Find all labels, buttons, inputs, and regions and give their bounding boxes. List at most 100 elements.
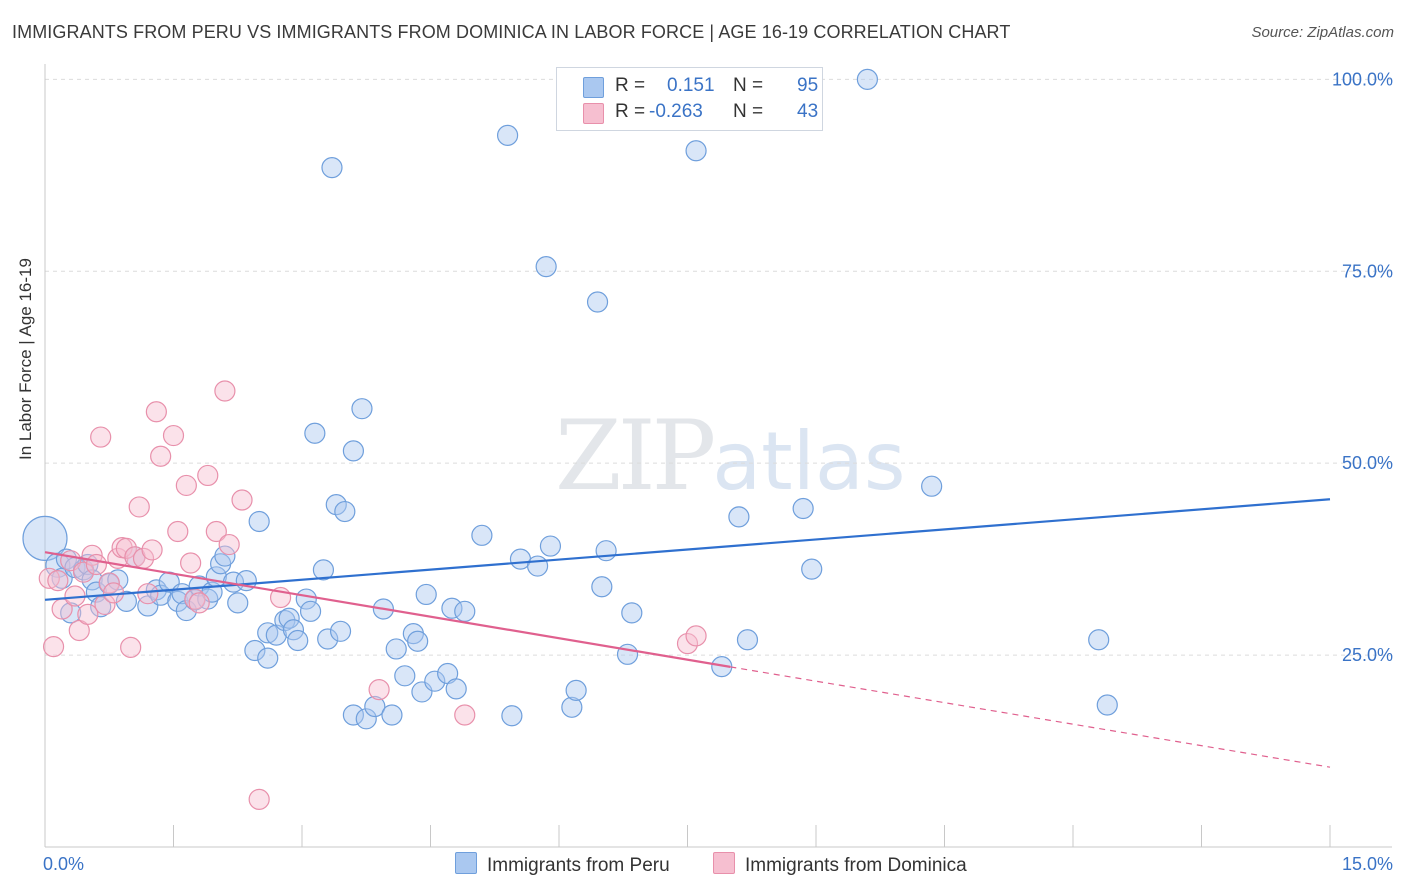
data-point-peru	[282, 619, 305, 641]
data-point-dominica	[218, 533, 240, 556]
data-point-dominica	[141, 539, 163, 561]
data-point-peru	[317, 628, 339, 650]
data-point-peru	[621, 602, 643, 624]
data-point-peru	[728, 506, 750, 528]
data-point-peru	[856, 68, 879, 90]
bottom-legend-dominica: Immigrants from Dominica	[713, 852, 967, 877]
data-point-dominica	[120, 636, 142, 659]
data-point-peru	[497, 124, 519, 146]
data-point-peru	[501, 705, 523, 727]
data-point-peru	[394, 665, 416, 687]
data-point-peru	[257, 622, 279, 644]
data-point-dominica	[90, 426, 112, 448]
data-point-peru	[342, 704, 364, 726]
data-point-peru	[227, 592, 249, 614]
data-point-peru	[299, 600, 322, 622]
bottom-legend-swatch-dominica	[713, 852, 735, 874]
data-point-peru	[616, 643, 639, 665]
data-point-dominica	[175, 474, 197, 497]
data-point-peru	[595, 540, 617, 562]
data-point-peru	[329, 620, 352, 642]
data-point-peru	[287, 629, 309, 652]
legend-swatch-dominica	[583, 103, 604, 124]
data-point-peru	[586, 291, 609, 313]
data-point-peru	[445, 678, 467, 700]
data-point-dominica	[167, 520, 189, 543]
data-point-dominica	[188, 592, 210, 614]
data-point-peru	[115, 590, 137, 612]
data-point-peru	[334, 500, 356, 523]
data-point-peru	[342, 440, 364, 462]
data-point-dominica	[214, 380, 236, 402]
data-point-peru	[385, 638, 407, 660]
data-point-peru	[441, 597, 463, 619]
y-axis-label: In Labor Force | Age 16-19	[16, 258, 35, 460]
data-point-peru	[244, 639, 266, 662]
trend-line-peru	[44, 498, 1331, 601]
bottom-legend-peru: Immigrants from Peru	[455, 852, 670, 877]
trend-line-dominica	[44, 551, 731, 668]
data-point-dominica	[231, 489, 253, 511]
data-point-dominica	[368, 679, 390, 701]
data-point-peru	[351, 398, 373, 420]
watermark: ZIPatlas	[555, 400, 906, 512]
data-point-peru	[257, 647, 279, 669]
data-point-peru	[471, 524, 493, 546]
chart-title: IMMIGRANTS FROM PERU VS IMMIGRANTS FROM …	[12, 22, 1011, 42]
data-point-peru	[565, 679, 587, 702]
legend-n-value-peru: 95	[797, 75, 819, 96]
data-point-peru	[22, 515, 68, 562]
legend-r-label: R =	[615, 75, 646, 96]
x-tick-label-max: 15.0%	[1342, 854, 1393, 874]
data-point-peru	[736, 629, 759, 651]
data-point-peru	[526, 555, 549, 577]
source-credit: Source: ZipAtlas.com	[1251, 24, 1394, 41]
data-point-peru	[364, 695, 386, 718]
data-point-peru	[801, 558, 823, 580]
data-point-peru	[424, 670, 446, 692]
data-point-peru	[248, 510, 270, 533]
data-point-dominica	[685, 625, 707, 647]
data-point-dominica	[150, 445, 172, 467]
legend-swatch-peru	[583, 77, 604, 98]
data-point-dominica	[72, 561, 95, 583]
data-point-dominica	[47, 570, 69, 592]
data-point-dominica	[42, 636, 65, 658]
data-point-peru	[321, 157, 343, 179]
data-point-dominica	[137, 583, 159, 605]
data-point-peru	[175, 599, 197, 622]
data-point-peru	[792, 497, 814, 520]
bottom-legend-label-peru: Immigrants from Peru	[487, 855, 670, 876]
data-point-peru	[1096, 694, 1118, 716]
data-point-dominica	[145, 401, 167, 423]
data-point-dominica	[676, 632, 699, 655]
data-point-peru	[415, 583, 437, 606]
data-point-dominica	[162, 424, 185, 447]
data-point-peru	[407, 630, 429, 652]
y-tick-label: 75.0%	[1342, 261, 1393, 281]
legend-n-label: N =	[733, 101, 764, 122]
watermark-zip: ZIP	[555, 400, 716, 512]
data-point-dominica	[85, 553, 108, 576]
data-point-dominica	[128, 496, 150, 518]
data-point-dominica	[205, 520, 227, 543]
data-point-peru	[1088, 629, 1110, 651]
x-tick-label-min: 0.0%	[43, 854, 84, 874]
data-point-peru	[539, 535, 562, 557]
data-point-peru	[278, 607, 300, 629]
correlation-legend: R = 0.151 N = 95 R = -0.263 N = 43	[556, 67, 823, 131]
bottom-legend-label-dominica: Immigrants from Dominica	[745, 855, 967, 876]
data-point-peru	[214, 545, 236, 567]
data-point-dominica	[115, 537, 137, 559]
data-point-peru	[454, 600, 476, 622]
data-point-dominica	[454, 704, 476, 726]
data-point-peru	[312, 559, 335, 581]
trend-line-dashed-dominica	[730, 666, 1331, 768]
bottom-legend-swatch-peru	[455, 852, 477, 874]
data-point-peru	[535, 256, 557, 278]
data-point-peru	[304, 422, 326, 444]
legend-n-value-dominica: 43	[797, 101, 819, 122]
legend-r-label: R =	[615, 101, 646, 122]
data-point-peru	[355, 708, 377, 730]
